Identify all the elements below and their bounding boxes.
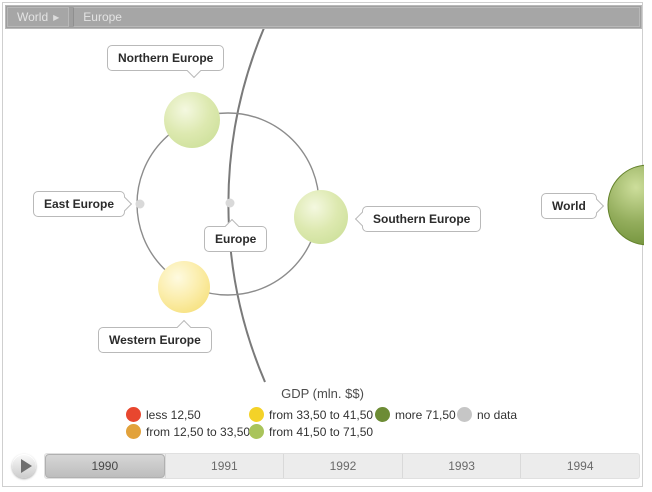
legend-item-label: from 33,50 to 41,50 [269,407,374,422]
legend-title: GDP (mln. $$) [281,386,364,401]
node-dot-europe[interactable] [225,198,235,208]
callout-northern-europe-label: Northern Europe [118,51,214,65]
legend-swatch-darkgreen-icon [375,407,390,422]
bubble-northern-europe[interactable] [164,92,220,148]
play-icon [21,459,32,473]
legend-swatch-lightgreen-icon [249,424,264,439]
breadcrumb-world-label: World [17,10,49,24]
timeline-year-1994[interactable]: 1994 [520,454,639,478]
node-dot-east-europe[interactable] [135,199,145,209]
breadcrumb-item-europe[interactable]: Europe [73,7,640,27]
legend-item-label: no data [477,407,518,422]
legend-item-33-41: from 33,50 to 41,50 [249,407,373,422]
bubble-graph-canvas [135,27,644,383]
breadcrumb-current-label: Europe [83,10,122,24]
legend-item-label: from 12,50 to 33,50 [146,424,251,439]
callout-europe-label: Europe [215,232,257,246]
legend-swatch-yellow-icon [249,407,264,422]
callout-world-label: World [552,199,586,213]
callout-southern-europe-label: Southern Europe [373,212,471,226]
legend-swatch-orange-icon [126,424,141,439]
chart-stage [3,3,644,488]
legend-item-label: more 71,50 [395,407,456,422]
bubble-western-europe[interactable] [158,261,210,313]
legend-item-label: less 12,50 [146,407,201,422]
callout-east-europe[interactable]: East Europe [33,191,133,217]
play-button[interactable] [12,454,36,478]
breadcrumb: World ▶ Europe [5,5,642,29]
legend-item-no-data: no data [457,407,517,422]
bubble-southern-europe[interactable] [294,190,348,244]
timeline-year-1990[interactable]: 1990 [45,454,165,478]
callout-world[interactable]: World [541,193,604,219]
legend-item-more: more 71,50 [375,407,456,422]
legend-swatch-gray-icon [457,407,472,422]
timeline-year-1992[interactable]: 1992 [283,454,402,478]
bubble-world[interactable] [607,164,644,246]
timeline: 1990 1991 1992 1993 1994 [44,453,640,479]
breadcrumb-arrow-icon: ▶ [53,12,60,22]
legend-item-41-71: from 41,50 to 71,50 [249,424,373,439]
timeline-year-1991[interactable]: 1991 [164,454,284,478]
legend-swatch-red-icon [126,407,141,422]
legend-item-label: from 41,50 to 71,50 [269,424,374,439]
callout-east-europe-label: East Europe [44,197,115,211]
breadcrumb-item-world[interactable]: World ▶ [7,7,70,27]
legend-item-less: less 12,50 [126,407,201,422]
callout-europe[interactable]: Europe [204,218,268,252]
chart-frame [2,2,643,487]
callout-western-europe-label: Western Europe [109,333,201,347]
legend-item-12-33: from 12,50 to 33,50 [126,424,250,439]
callout-northern-europe[interactable]: Northern Europe [107,45,225,79]
callout-southern-europe[interactable]: Southern Europe [354,206,482,232]
timeline-year-1993[interactable]: 1993 [401,454,521,478]
callout-western-europe[interactable]: Western Europe [98,319,212,353]
